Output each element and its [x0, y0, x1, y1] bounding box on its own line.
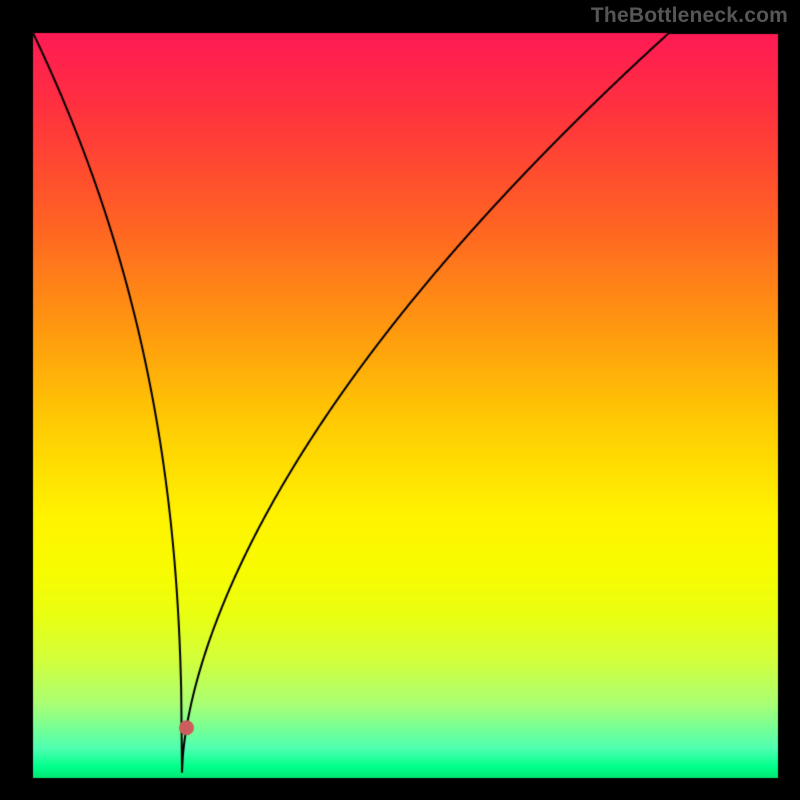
bottleneck-curve-chart: [0, 0, 800, 800]
chart-container: TheBottleneck.com: [0, 0, 800, 800]
watermark-text: TheBottleneck.com: [591, 4, 788, 28]
